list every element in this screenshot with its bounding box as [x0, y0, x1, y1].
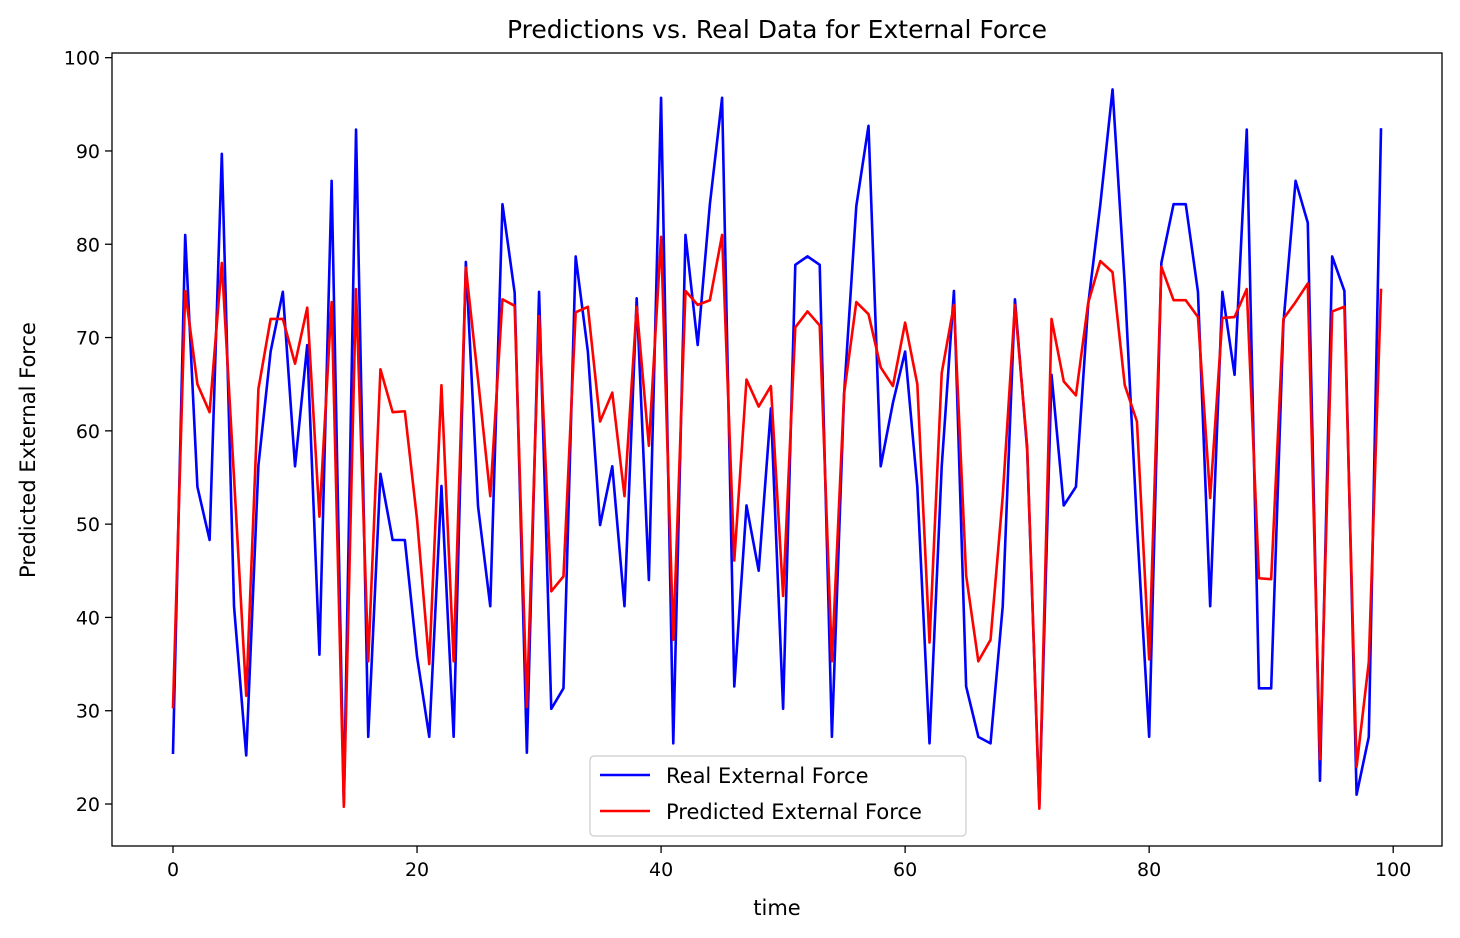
x-tick-label: 40 — [649, 859, 673, 881]
y-axis: 20 30 40 50 60 70 80 90 100 — [64, 48, 112, 816]
series-layer — [171, 88, 1383, 810]
x-tick-label: 60 — [893, 859, 917, 881]
x-tick-label: 80 — [1137, 859, 1161, 881]
series-line-predicted — [171, 233, 1383, 810]
y-tick-label: 90 — [76, 141, 100, 163]
legend-box — [589, 755, 967, 837]
y-tick-label: 60 — [76, 421, 100, 443]
y-tick-label: 40 — [76, 607, 100, 629]
x-tick-label: 0 — [167, 859, 179, 881]
legend-label-real: Real External Force — [666, 764, 869, 788]
y-tick-label: 70 — [76, 328, 100, 350]
y-tick-label: 20 — [76, 794, 100, 816]
y-tick-label: 50 — [76, 514, 100, 536]
y-axis-label: Predicted External Force — [16, 322, 40, 578]
chart-title: Predictions vs. Real Data for External F… — [507, 15, 1047, 44]
series-line-real — [171, 88, 1383, 808]
y-tick-label: 80 — [76, 234, 100, 256]
y-tick-label: 30 — [76, 701, 100, 723]
x-axis: 0 20 40 60 80 100 — [167, 846, 1411, 881]
y-tick-label: 100 — [64, 48, 100, 70]
x-tick-label: 100 — [1375, 859, 1411, 881]
plot-area — [111, 52, 1443, 847]
x-axis-label: time — [753, 896, 800, 920]
axes-frame — [111, 52, 1443, 847]
legend: Real External Force Predicted External F… — [589, 755, 967, 837]
x-tick-label: 20 — [405, 859, 429, 881]
legend-label-predicted: Predicted External Force — [666, 800, 922, 824]
